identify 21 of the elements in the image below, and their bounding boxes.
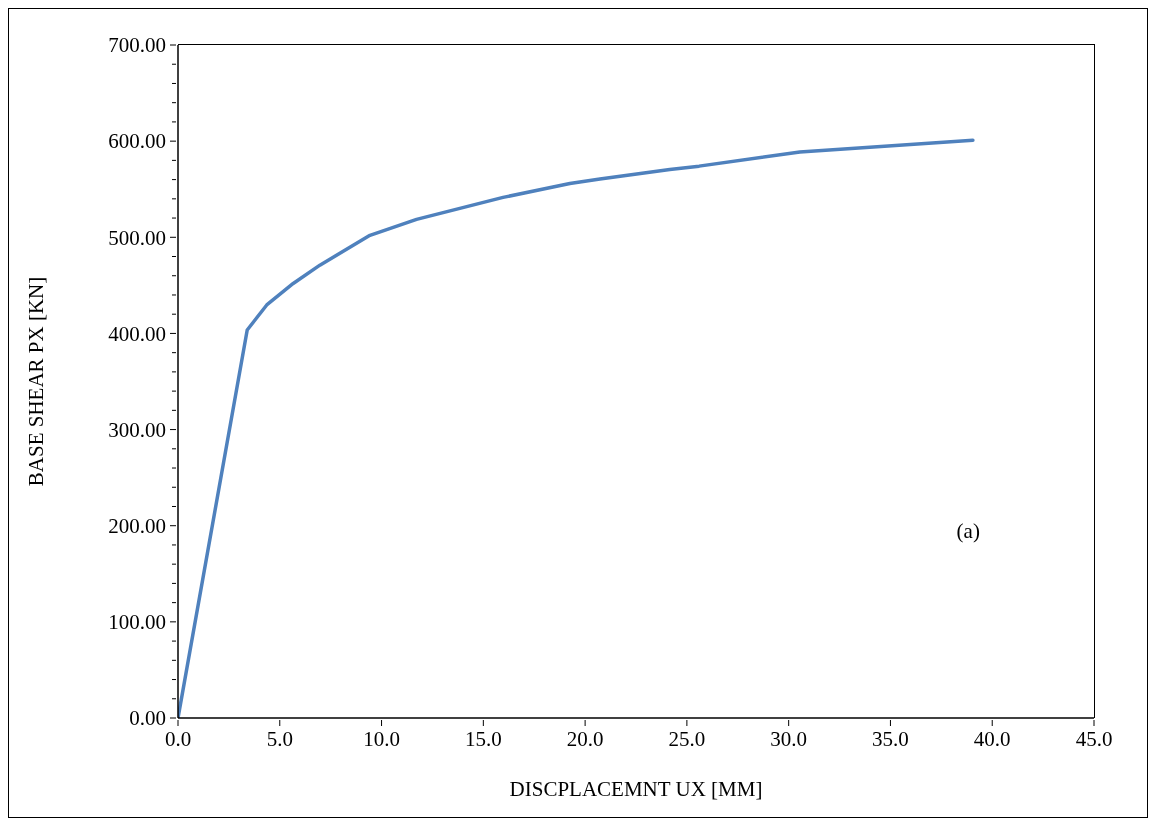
y-tick-label: 200.00 <box>108 514 166 539</box>
y-tick-label: 400.00 <box>108 321 166 346</box>
y-axis-title: BASE SHEAR PX [KN] <box>24 276 49 487</box>
x-tick-label: 25.0 <box>668 727 706 751</box>
x-tick-label: 15.0 <box>464 727 502 751</box>
y-tick-label: 300.00 <box>108 417 166 442</box>
x-tick-label: 40.0 <box>973 727 1011 751</box>
x-tick-label: 5.0 <box>266 727 293 751</box>
x-tick-label: 0.0 <box>164 727 192 751</box>
x-tick-label: 35.0 <box>872 727 909 751</box>
y-tick-label: 0.00 <box>129 706 166 731</box>
y-tick-label: 500.00 <box>108 225 166 250</box>
x-tick-label: 20.0 <box>566 727 604 751</box>
x-axis-title: DISCPLACEMNT UX [MM] <box>509 777 763 801</box>
annotation: (a) <box>956 519 980 545</box>
y-tick-label: 700.00 <box>108 33 166 58</box>
x-tick-label: 10.0 <box>363 727 400 751</box>
x-tick-label: 30.0 <box>770 727 808 751</box>
x-tick-label: 45.0 <box>1075 727 1113 751</box>
y-tick-label: 100.00 <box>108 610 166 635</box>
y-tick-label: 600.00 <box>108 129 166 154</box>
